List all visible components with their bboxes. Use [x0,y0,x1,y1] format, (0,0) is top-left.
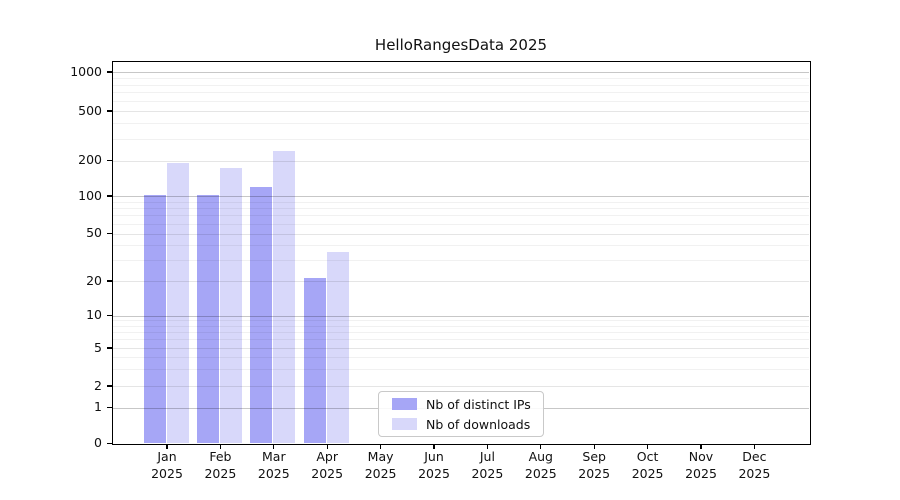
x-tick-mark [326,444,328,449]
y-tick-mark [107,280,113,282]
x-tick-year: 2025 [471,465,504,481]
x-tick-label-mar: Mar 2025 [242,449,306,482]
x-tick-mark [700,444,702,449]
x-tick-label-jan: Jan 2025 [135,449,199,482]
legend-swatch-distinct-ips [392,398,417,410]
y-tick-mark [107,232,113,235]
legend: Nb of distinct IPs Nb of downloads [378,391,544,437]
x-tick-label-aug: Aug 2025 [509,449,573,482]
x-tick-month: Nov [688,449,714,464]
y-tick-label: 5 [94,339,102,355]
x-tick-mark [273,444,275,449]
x-tick-year: 2025 [418,465,450,481]
y-tick-mark [107,347,113,349]
bar-distinct-ips-feb [196,194,219,444]
y-tick-label: 500 [78,102,102,118]
y-tick-label: 0 [94,435,102,450]
y-tick-mark [107,195,113,197]
x-tick-label-sep: Sep 2025 [562,449,626,482]
x-tick-month: Apr [316,449,338,464]
y-tick-label: 2 [94,377,102,393]
x-tick-label-jul: Jul 2025 [455,449,519,482]
x-tick-label-nov: Nov 2025 [669,449,733,482]
x-tick-month: Oct [636,449,659,464]
y-tick-mark [107,71,113,73]
chart-title: HelloRangesData 2025 [374,36,548,54]
y-tick-label: 20 [86,272,102,288]
y-tick-label: 50 [86,225,102,240]
legend-row-downloads: Nb of downloads [392,416,543,433]
x-tick-year: 2025 [257,465,290,481]
x-tick-month: May [367,449,394,464]
y-tick-label: 200 [78,152,102,167]
x-tick-year: 2025 [685,465,717,481]
x-tick-year: 2025 [311,465,344,481]
x-tick-mark [540,444,542,449]
x-tick-year: 2025 [524,465,557,481]
x-tick-month: Jul [479,449,495,464]
legend-label-downloads: Nb of downloads [426,416,531,432]
x-tick-mark [219,444,221,449]
x-tick-month: Feb [209,449,232,464]
bar-distinct-ips-mar [250,186,273,444]
bar-distinct-ips-jan [143,194,166,444]
x-tick-mark [380,444,382,449]
y-tick-mark [107,110,113,112]
y-tick-label: 100 [78,187,102,203]
x-tick-year: 2025 [738,465,771,481]
bar-downloads-feb [219,167,242,444]
bar-downloads-mar [273,151,296,444]
bar-downloads-jan [166,163,189,444]
x-tick-mark [647,444,649,449]
x-tick-label-apr: Apr 2025 [295,449,359,482]
y-tick-mark [107,406,113,409]
x-tick-month: Aug [528,449,553,464]
y-tick-label: 1 [94,399,102,414]
x-tick-label-oct: Oct 2025 [616,449,680,482]
x-tick-mark [593,444,595,449]
y-tick-label: 1000 [70,63,102,79]
bar-downloads-apr [326,251,349,444]
x-tick-year: 2025 [204,465,237,481]
legend-row-distinct-ips: Nb of distinct IPs [392,396,543,413]
x-tick-year: 2025 [631,465,664,481]
x-tick-label-jun: Jun 2025 [402,449,466,482]
y-tick-label: 10 [86,307,102,322]
x-tick-mark [753,444,755,449]
x-tick-month: Jan [157,449,177,464]
x-tick-month: Dec [742,449,767,464]
y-tick-mark [107,159,113,162]
legend-label-distinct-ips: Nb of distinct IPs [426,396,531,412]
x-tick-year: 2025 [364,465,397,481]
x-tick-mark [166,444,168,449]
legend-swatch-downloads [392,418,417,430]
y-tick-mark [107,385,113,387]
y-tick-mark [107,442,113,445]
x-tick-mark [433,444,435,449]
x-tick-mark [486,444,488,449]
x-tick-label-may: May 2025 [349,449,413,482]
x-tick-year: 2025 [151,465,183,481]
x-tick-label-dec: Dec 2025 [722,449,786,482]
y-tick-mark [107,314,113,317]
x-tick-month: Jun [424,449,444,464]
x-tick-month: Sep [582,449,606,464]
bar-distinct-ips-apr [303,278,326,444]
x-tick-label-feb: Feb 2025 [188,449,252,482]
x-tick-month: Mar [262,449,286,464]
x-tick-year: 2025 [578,465,611,481]
